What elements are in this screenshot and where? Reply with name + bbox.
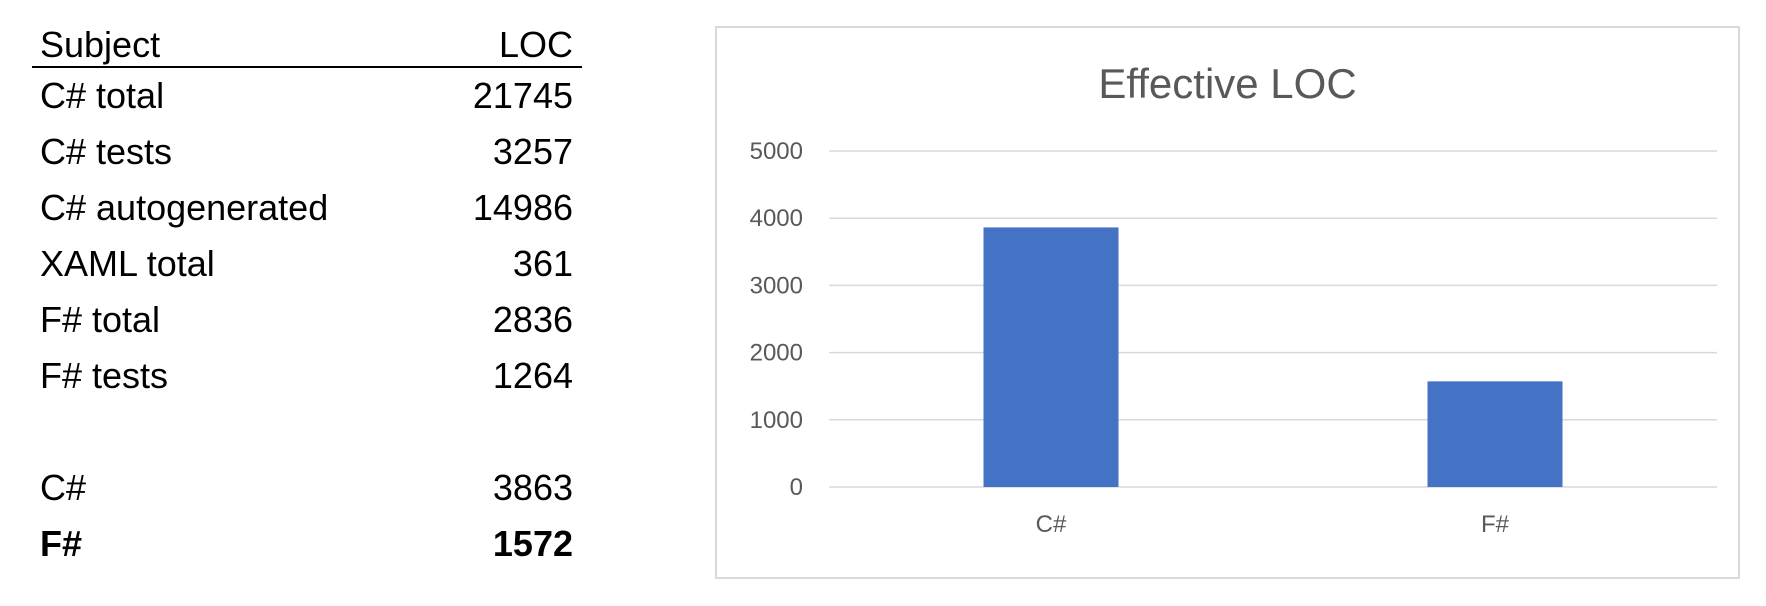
y-tick-label: 4000 <box>750 205 803 232</box>
table-header: Subject LOC <box>32 18 582 68</box>
table-row: C# 3863 <box>32 460 582 516</box>
y-tick-label: 2000 <box>750 340 803 367</box>
row-subject: XAML total <box>40 243 215 284</box>
y-tick-label: 1000 <box>750 407 803 434</box>
bar <box>1427 381 1563 487</box>
table-row: XAML total 361 <box>32 236 582 292</box>
x-tick-label: F# <box>1481 511 1510 538</box>
table-row: C# autogenerated 14986 <box>32 180 582 236</box>
row-loc: 3863 <box>492 467 573 508</box>
row-subject: C# autogenerated <box>40 187 329 228</box>
row-loc: 1264 <box>492 355 573 396</box>
y-tick-label: 5000 <box>750 138 803 165</box>
table-row: C# tests 3257 <box>32 124 582 180</box>
row-loc: 361 <box>512 243 573 284</box>
y-tick-label: 0 <box>790 474 803 501</box>
table-spacer-row <box>32 404 582 460</box>
header-loc: LOC <box>498 24 573 65</box>
row-loc: 1572 <box>492 523 573 564</box>
bar-chart: 0 1000 2000 3000 4000 5000 C# F# <box>750 138 1717 538</box>
table-row: F# tests 1264 <box>32 348 582 404</box>
row-loc: 14986 <box>472 187 573 228</box>
y-tick-label: 3000 <box>750 272 803 299</box>
table-row: F# total 2836 <box>32 292 582 348</box>
row-subject: F# <box>40 523 83 564</box>
row-subject: F# tests <box>40 355 169 396</box>
row-subject: C# tests <box>40 131 173 172</box>
header-subject: Subject <box>40 24 161 65</box>
row-loc: 3257 <box>492 131 573 172</box>
table-row-total: F# 1572 <box>32 516 582 572</box>
row-loc: 2836 <box>492 299 573 340</box>
table-row: C# total 21745 <box>32 68 582 124</box>
loc-table: Subject LOC C# total 21745 C# tests 3257… <box>32 18 582 572</box>
chart-frame: Effective LOC 0 1000 2000 3000 4000 5000 C# F# <box>715 26 1740 579</box>
row-loc: 21745 <box>472 75 573 116</box>
row-subject: F# total <box>40 299 161 340</box>
row-subject: C# <box>40 467 87 508</box>
chart-title: Effective LOC <box>1098 60 1357 107</box>
bar <box>983 227 1119 487</box>
x-tick-label: C# <box>1036 511 1067 538</box>
row-subject: C# total <box>40 75 165 116</box>
